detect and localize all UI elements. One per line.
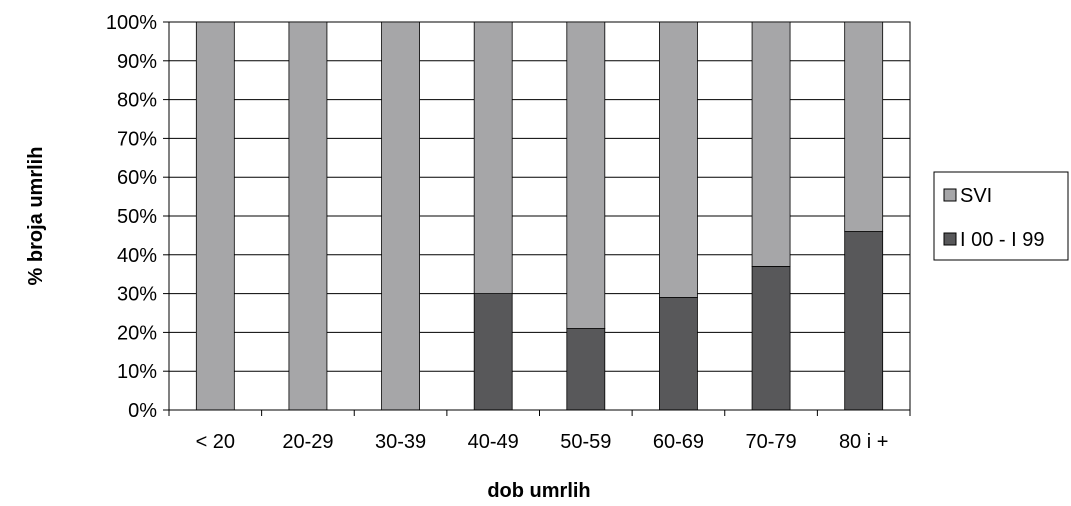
bar-segment [659, 297, 698, 411]
bar-segment [288, 21, 328, 411]
y-tick-label: 50% [117, 206, 157, 228]
y-tick-labels: 0% 10% 20% 30% 40% 50% 60% 70% 80% 90% 100% [106, 12, 157, 422]
legend-swatch [943, 188, 957, 202]
bar-segment [566, 21, 606, 329]
legend-label: SVI [960, 185, 992, 207]
bar-segment [659, 21, 698, 298]
x-tick-label: 20-29 [282, 431, 333, 453]
legend-label: I 00 - I 99 [960, 229, 1045, 251]
y-tick-label: 70% [117, 128, 157, 150]
x-tick-labels: < 20 20-29 30-39 40-49 50-59 60-69 70-79 80 i + [196, 431, 889, 453]
gridlines [168, 21, 911, 411]
bar-segment [473, 21, 513, 295]
legend: SVI I 00 - I 99 [933, 171, 1069, 261]
axes [163, 21, 911, 416]
x-tick-label: 70-79 [745, 431, 796, 453]
bars [195, 21, 884, 411]
y-tick-label: 30% [117, 284, 157, 306]
x-tick-label: 80 i + [839, 431, 888, 453]
bar-segment [195, 21, 235, 411]
x-tick-label: 60-69 [653, 431, 704, 453]
y-axis-title: % broja umrlih [25, 147, 47, 286]
x-tick-label: 30-39 [375, 431, 426, 453]
y-tick-label: 40% [117, 245, 157, 267]
y-tick-label: 60% [117, 167, 157, 189]
bar-segment [473, 293, 513, 411]
y-tick-label: 90% [117, 51, 157, 73]
x-tick-label: 40-49 [468, 431, 519, 453]
bar-segment [844, 21, 884, 232]
legend-swatch [943, 232, 957, 246]
y-tick-label: 0% [128, 400, 157, 422]
y-tick-label: 10% [117, 361, 157, 383]
y-tick-label: 100% [106, 12, 157, 34]
bar-segment [751, 21, 791, 267]
x-tick-label: 50-59 [560, 431, 611, 453]
bar-segment [751, 266, 791, 411]
bar-segment [566, 328, 606, 411]
bar-segment [844, 231, 884, 411]
x-tick-label: < 20 [196, 431, 235, 453]
bar-segment [381, 21, 420, 411]
y-tick-label: 80% [117, 90, 157, 112]
y-tick-label: 20% [117, 322, 157, 344]
x-axis-title: dob umrlih [487, 480, 590, 502]
